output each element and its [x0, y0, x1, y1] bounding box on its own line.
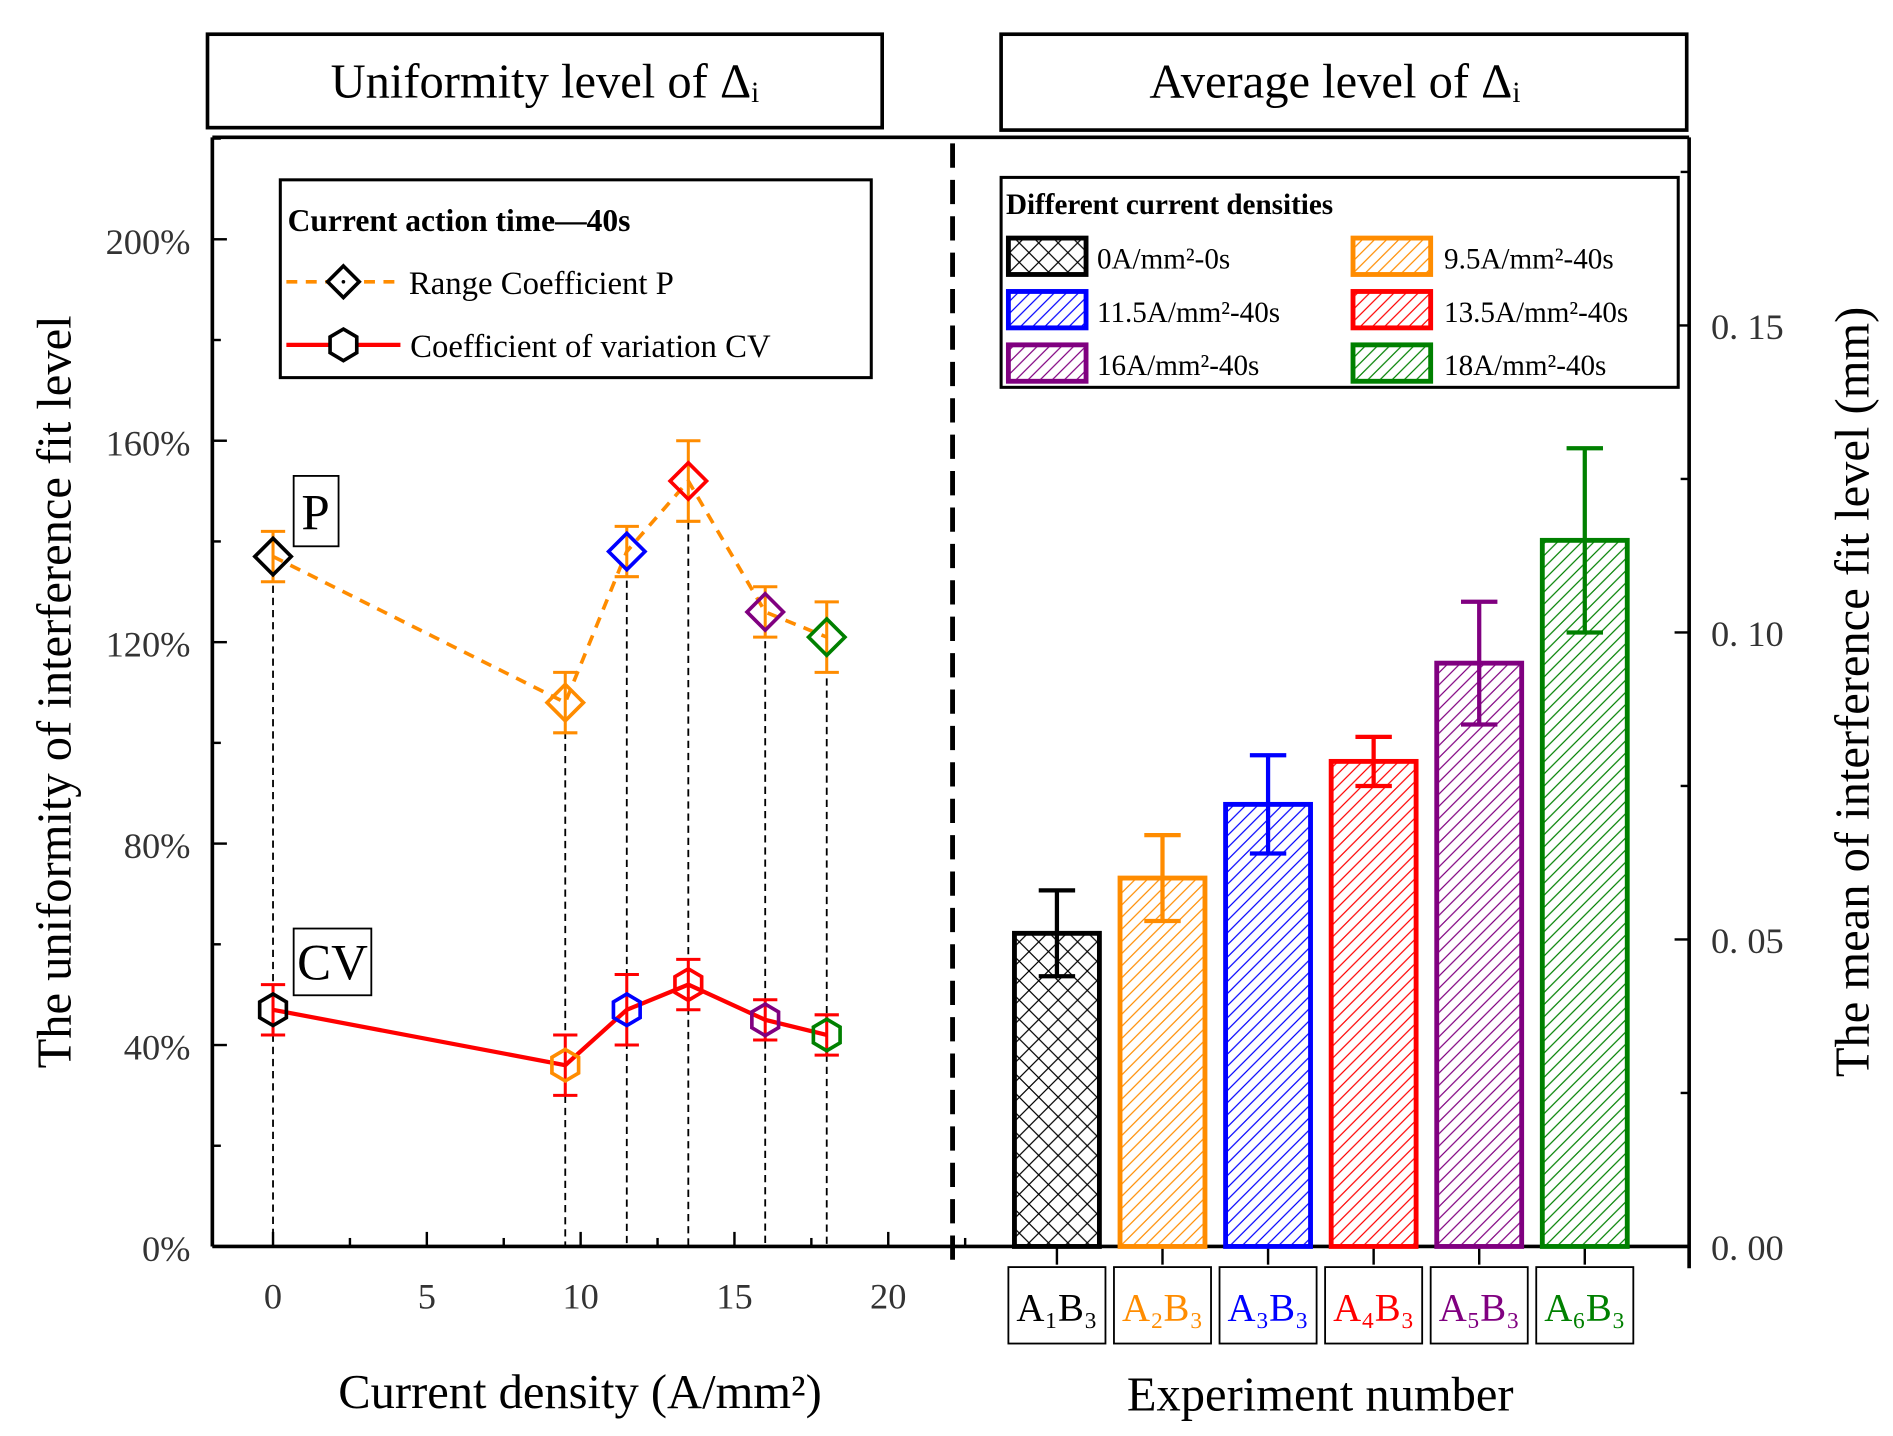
data-point-cv [811, 1017, 842, 1053]
error-bar [1566, 446, 1603, 635]
left-x-tick-label: 0 [264, 1276, 282, 1316]
bar [1434, 660, 1525, 1249]
legend-swatch [1350, 342, 1434, 384]
category-label-box [1007, 1266, 1107, 1345]
left-y-tick-label: 80% [124, 826, 191, 866]
series-line-p [272, 477, 828, 706]
legend-entry: 18A/mm²-40s [1444, 350, 1606, 382]
legend-entry: 11.5A/mm²-40s [1097, 297, 1280, 329]
error-bar [614, 973, 639, 1047]
left-x-tick-label: 5 [418, 1276, 436, 1316]
category-label-box [1535, 1266, 1635, 1345]
category-label: A₂B₃ [1122, 1286, 1203, 1329]
data-point-cv [750, 1001, 781, 1038]
right-title-box [999, 32, 1689, 132]
line-legend: Current action time—40s Range Coefficien… [278, 178, 873, 380]
error-bar [676, 439, 701, 523]
error-bar [553, 1033, 578, 1097]
series-line-cv [272, 982, 828, 1068]
bar-legend: Different current densities 0A/mm²-0s 9.5… [999, 175, 1680, 389]
error-bar [1038, 888, 1076, 979]
legend-entry: 13.5A/mm²-40s [1444, 297, 1628, 329]
legend-swatch [1005, 342, 1089, 384]
legend-swatch [1350, 235, 1434, 277]
right-y-tick-label: 0. 10 [1711, 614, 1784, 654]
category-label: A₁B₃ [1016, 1286, 1097, 1329]
cv-tag: CV [297, 936, 368, 992]
right-y-tick-label: 0. 05 [1711, 921, 1784, 961]
category-label-box [1218, 1266, 1318, 1345]
error-bar [814, 600, 839, 674]
legend-entry: 0A/mm²-0s [1097, 243, 1230, 275]
category-label: A₅B₃ [1439, 1286, 1520, 1329]
left-y-tick-label: 0% [142, 1229, 191, 1269]
category-label-box [1113, 1266, 1212, 1345]
error-bar [1144, 832, 1181, 924]
legend-entry: 9.5A/mm²-40s [1444, 243, 1614, 275]
right-y-tick-label: 0. 15 [1711, 307, 1784, 347]
data-point-p [606, 530, 648, 573]
error-bar [1355, 734, 1392, 789]
left-y-tick-label: 40% [124, 1028, 191, 1068]
left-y-tick-label: 120% [106, 625, 191, 665]
data-point-p [805, 616, 848, 658]
left-x-axis-label: Current density (A/mm²) [338, 1366, 821, 1419]
category-label: A₃B₃ [1228, 1286, 1309, 1329]
line-plot [252, 439, 848, 1247]
legend-entry-cv: Coefficient of variation CV [410, 329, 771, 365]
p-tag: P [301, 485, 329, 541]
bar [1539, 537, 1630, 1249]
error-bar [1461, 599, 1498, 727]
data-point-cv [550, 1047, 581, 1084]
category-label-box [1429, 1266, 1529, 1345]
left-x-tick-label: 15 [716, 1276, 752, 1316]
left-y-tick-label: 200% [106, 222, 191, 262]
legend-swatch [1005, 235, 1089, 277]
right-y-axis-label: The mean of interference fit level (mm) [1827, 307, 1880, 1077]
hexagon-marker-icon [328, 326, 359, 363]
data-point-p [252, 535, 294, 578]
bar [1012, 930, 1102, 1249]
error-bar [753, 998, 778, 1042]
data-point-cv [611, 991, 642, 1028]
p-tag-box [292, 475, 340, 548]
legend-entry: 16A/mm²-40s [1097, 350, 1259, 382]
bar [1328, 758, 1419, 1249]
data-point-p [667, 460, 710, 502]
left-title-box [205, 32, 885, 130]
left-x-tick-label: 10 [562, 1276, 598, 1316]
error-bar [1249, 753, 1287, 856]
left-y-tick-label: 160% [106, 423, 191, 463]
legend-entry-p: Range Coefficient P [409, 266, 674, 302]
legend-swatch [1350, 289, 1434, 331]
error-bar [814, 1013, 839, 1057]
cv-tag-box [292, 927, 373, 997]
category-label-box [1324, 1266, 1424, 1345]
left-x-tick-label: 20 [870, 1276, 906, 1316]
right-x-axis-label: Experiment number [1127, 1368, 1514, 1421]
data-point-p [544, 681, 587, 724]
data-point-cv [257, 991, 289, 1028]
bar-legend-title: Different current densities [1006, 189, 1333, 221]
left-panel-title: Uniformity level of Δᵢ [331, 55, 760, 108]
right-panel-title: Average level of Δᵢ [1149, 55, 1520, 108]
bar [1223, 801, 1313, 1249]
left-y-axis-label: The uniformity of interference fit level [28, 315, 81, 1068]
legend-swatch [1005, 289, 1089, 331]
category-label: A₆B₃ [1544, 1286, 1625, 1329]
category-label: A₄B₃ [1333, 1286, 1414, 1329]
right-y-tick-label: 0. 00 [1711, 1228, 1784, 1268]
data-point-p [744, 591, 786, 633]
bar-plot: A₁B₃ A₂B₃ A₃B₃ A₄B₃ A₅B₃ A₆B₃ [1007, 446, 1635, 1345]
line-legend-title: Current action time—40s [288, 203, 631, 238]
bar [1117, 875, 1208, 1249]
data-point-cv [673, 966, 704, 1003]
